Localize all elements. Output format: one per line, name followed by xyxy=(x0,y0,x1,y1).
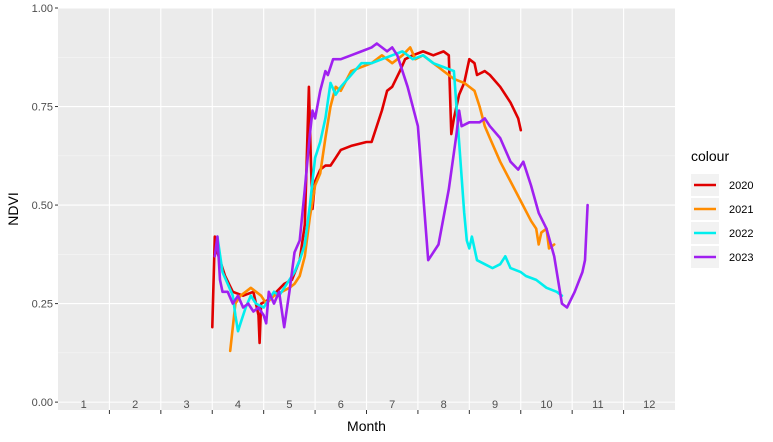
x-tick-label: 11 xyxy=(592,399,603,411)
series-layer xyxy=(211,42,589,353)
series-line-2022 xyxy=(216,50,564,333)
x-tick-label: 10 xyxy=(540,399,552,411)
x-axis: 1 2 3 4 5 6 7 8 9 10 11 12 xyxy=(81,399,655,414)
x-tick-label: 6 xyxy=(338,399,344,411)
x-tick-label: 8 xyxy=(441,399,447,411)
y-tick-label: 0.25 xyxy=(32,299,53,311)
x-tick-label: 4 xyxy=(235,399,241,411)
x-tick-label: 3 xyxy=(183,399,189,411)
x-tick-label: 9 xyxy=(492,399,498,411)
x-tick-label: 7 xyxy=(389,399,395,411)
legend: colour 2020 2021 2022 2023 xyxy=(691,148,753,268)
x-tick-label: 5 xyxy=(286,399,292,411)
series-line-2023 xyxy=(213,42,589,329)
series-line-2020 xyxy=(211,50,523,345)
x-axis-title: Month xyxy=(347,418,386,434)
legend-label-2023: 2023 xyxy=(729,252,753,264)
y-tick-label: 0.50 xyxy=(32,200,53,212)
y-axis: 0.00 0.25 0.50 0.75 1.00 xyxy=(32,3,58,409)
x-tick-label: 2 xyxy=(132,399,138,411)
x-tick-label: 1 xyxy=(81,399,87,411)
legend-label-2020: 2020 xyxy=(729,180,753,192)
legend-label-2021: 2021 xyxy=(729,204,753,216)
legend-title: colour xyxy=(691,148,729,164)
grid-major xyxy=(58,7,675,410)
y-axis-title: NDVI xyxy=(5,192,21,225)
y-tick-label: 1.00 xyxy=(32,3,53,15)
x-tick-label: 12 xyxy=(643,399,655,411)
y-tick-label: 0.75 xyxy=(32,102,53,114)
legend-label-2022: 2022 xyxy=(729,228,753,240)
y-tick-label: 0.00 xyxy=(32,397,53,409)
